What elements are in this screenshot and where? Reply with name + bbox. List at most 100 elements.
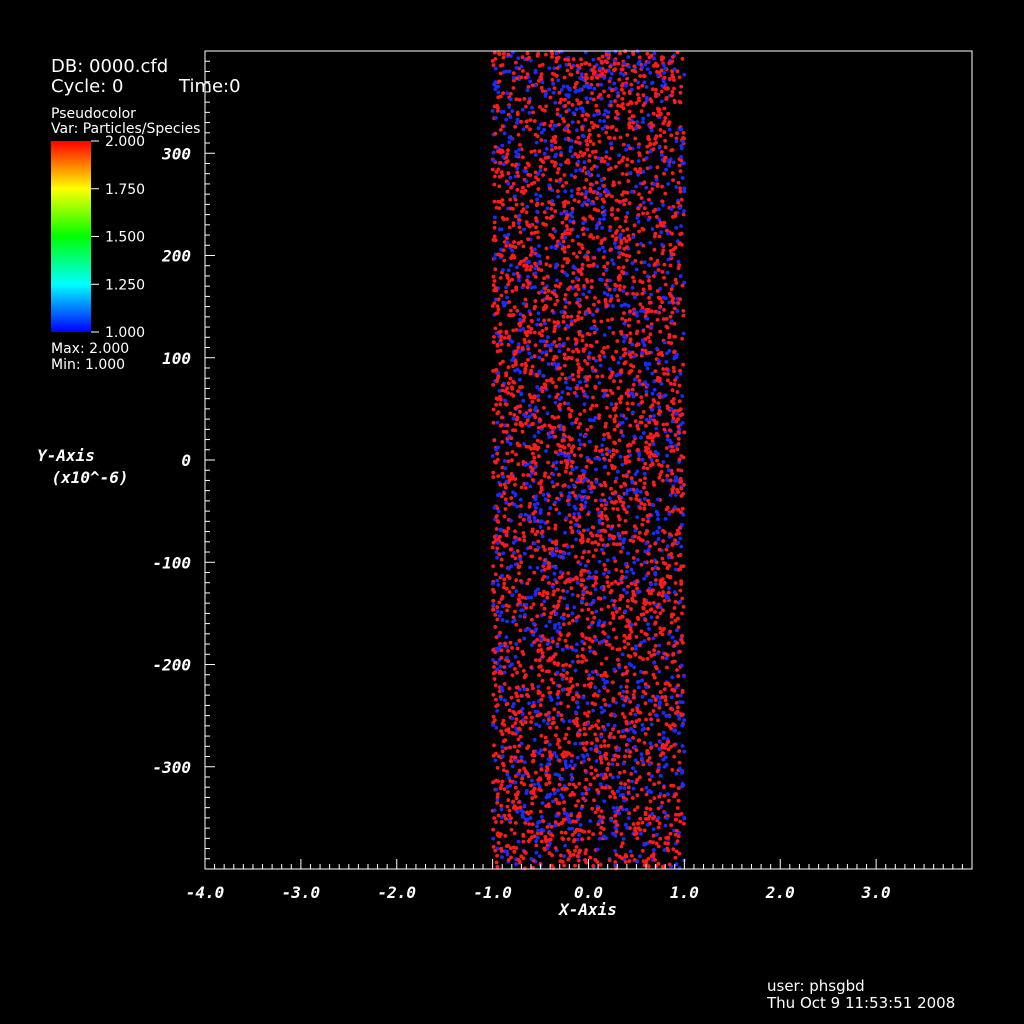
particle-point (539, 485, 544, 490)
particle-point (671, 160, 676, 165)
particle-point (502, 514, 507, 519)
particle-point (601, 677, 606, 682)
particle-point (600, 54, 605, 59)
particle-point (645, 316, 650, 321)
particle-point (651, 588, 655, 592)
particle-point (585, 701, 590, 705)
particle-point (534, 153, 538, 157)
particle-point (675, 668, 679, 672)
particle-point (514, 285, 518, 290)
particle-point (650, 408, 654, 412)
particle-point (587, 757, 591, 762)
particle-point (555, 692, 560, 697)
particle-point (507, 225, 512, 230)
particle-point (650, 391, 655, 396)
particle-point (527, 393, 532, 397)
particle-point (507, 776, 511, 780)
particle-point (543, 548, 547, 552)
particle-point (513, 482, 517, 487)
particle-point (499, 849, 504, 853)
particle-point (497, 184, 502, 189)
particle-point (521, 473, 526, 477)
particle-point (492, 665, 496, 669)
particle-point (597, 520, 602, 525)
particle-point (663, 811, 668, 815)
particle-point (658, 395, 662, 399)
particle-point (633, 377, 637, 382)
particle-point (596, 719, 601, 723)
particle-point (645, 366, 650, 371)
particle-point (584, 295, 589, 300)
particle-point (612, 542, 616, 546)
particle-point (593, 498, 598, 503)
particle-point (656, 268, 661, 272)
particle-point (585, 427, 590, 432)
particle-point (521, 839, 526, 844)
particle-point (563, 311, 567, 315)
particle-point (603, 506, 608, 511)
particle-point (667, 61, 672, 66)
particle-point (628, 337, 633, 342)
particle-point (645, 823, 650, 827)
particle-point (562, 173, 567, 177)
particle-point (666, 641, 671, 646)
particle-point (644, 600, 649, 605)
particle-point (644, 806, 649, 811)
particle-point (515, 308, 520, 313)
particle-point (517, 213, 522, 218)
particle-point (637, 369, 642, 374)
particle-point (580, 113, 585, 118)
particle-point (508, 442, 513, 446)
particle-point (525, 161, 530, 166)
particle-point (505, 217, 509, 221)
particle-point (662, 793, 667, 798)
particle-point (679, 582, 683, 586)
particle-point (561, 588, 565, 593)
particle-point (621, 837, 626, 841)
particle-point (523, 188, 528, 193)
particle-point (655, 832, 659, 837)
particle-point (567, 817, 571, 822)
particle-point (547, 87, 552, 92)
particle-point (659, 804, 663, 809)
particle-point (678, 90, 683, 95)
particle-point (553, 526, 558, 531)
particle-point (576, 369, 581, 373)
particle-point (644, 685, 648, 689)
particle-point (639, 562, 644, 567)
particle-point (498, 71, 503, 76)
particle-point (504, 117, 509, 122)
particle-point (536, 781, 541, 786)
particle-point (491, 63, 496, 68)
particle-point (657, 107, 662, 112)
particle-point (578, 422, 582, 426)
particle-point (495, 514, 499, 518)
particle-point (565, 213, 570, 218)
particle-point (621, 265, 626, 270)
particle-point (605, 261, 610, 266)
particle-point (499, 423, 504, 427)
particle-point (588, 591, 593, 596)
particle-point (679, 224, 683, 228)
particle-point (606, 94, 611, 98)
particle-point (626, 504, 631, 509)
particle-point (599, 760, 604, 765)
particle-point (506, 365, 511, 370)
particle-point (504, 702, 509, 707)
particle-point (509, 695, 514, 700)
particle-point (504, 543, 509, 547)
particle-point (660, 270, 665, 274)
particle-point (594, 480, 599, 484)
particle-point (530, 364, 535, 369)
particle-point (563, 530, 567, 535)
particle-point (624, 215, 628, 220)
particle-point (513, 556, 518, 561)
particle-point (574, 107, 579, 112)
particle-point (493, 66, 498, 71)
particle-point (617, 691, 622, 696)
particle-point (520, 155, 525, 160)
particle-point (507, 566, 511, 571)
particle-point (545, 825, 550, 829)
particle-point (582, 284, 586, 288)
particle-point (564, 676, 569, 681)
